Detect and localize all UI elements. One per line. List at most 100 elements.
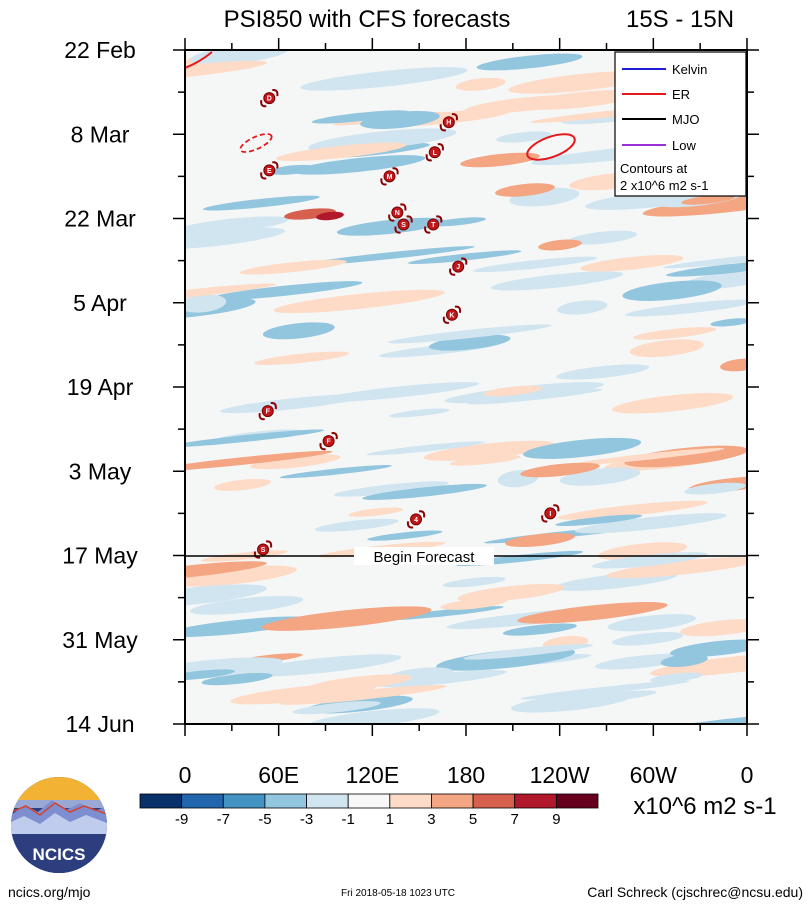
colorbar-tick-label: -1 (342, 811, 355, 828)
storm-marker: L (425, 143, 444, 162)
anomaly-patch (185, 565, 297, 587)
er-contour-negative (239, 133, 273, 153)
anomaly-patch (483, 385, 543, 397)
storm-marker: H (439, 113, 458, 132)
anomaly-patch (348, 507, 403, 517)
x-tick-label: 60E (258, 762, 299, 788)
anomaly-patch (455, 77, 506, 91)
storm-icon (322, 435, 335, 448)
storm-icon (391, 206, 404, 219)
er-contour-edge (185, 51, 213, 69)
anomaly-patch (307, 674, 412, 692)
anomaly-patch (556, 364, 650, 380)
anomaly-patch (239, 259, 347, 275)
anomaly-patch (496, 131, 552, 143)
y-tick-label: 3 May (69, 458, 132, 484)
anomaly-patch (574, 513, 727, 534)
anomaly-patch (366, 441, 486, 456)
anomaly-patch (442, 576, 506, 588)
y-tick-label: 14 Jun (65, 711, 134, 737)
anomaly-patch-strong (720, 358, 747, 372)
storm-marker: F (319, 432, 338, 451)
colorbar-swatch (389, 793, 432, 809)
storm-icon (428, 146, 441, 159)
anomaly-patch-strong (460, 152, 540, 168)
anomaly-patch (213, 478, 271, 491)
anomaly-patch (633, 327, 717, 340)
anomaly-patch (423, 440, 555, 461)
anomaly-patch (300, 67, 468, 91)
footer-author: Carl Schreck (cjschrec@ncsu.edu) (587, 884, 803, 900)
x-tick-label: 180 (447, 762, 485, 788)
anomaly-patch (254, 351, 350, 366)
colorbar-tick-label: -7 (217, 811, 230, 828)
anomaly-patch (430, 217, 486, 227)
storm-label: T (431, 222, 436, 229)
colorbar-units: x10^6 m2 s-1 (633, 793, 776, 820)
anomaly-patch (557, 300, 608, 315)
anomaly-patch (261, 606, 432, 631)
anomaly-patch (650, 653, 747, 677)
anomaly-patch (314, 518, 399, 532)
storm-marker: F (258, 401, 277, 421)
anomaly-patch (185, 584, 268, 608)
anomaly-patch (611, 632, 684, 646)
anomaly-patch (185, 657, 283, 682)
colorbar-swatch (264, 793, 307, 809)
forecast-label-bg (354, 547, 494, 565)
storm-icon (410, 513, 423, 526)
anomaly-patch (185, 60, 268, 82)
storm-label: J (456, 264, 460, 271)
storm-icon (427, 218, 440, 231)
anomaly-patch-strong (316, 211, 344, 221)
colorbar-tick-label: 1 (386, 811, 394, 828)
anomaly-patch (219, 394, 367, 414)
storm-marker: D (260, 89, 279, 108)
anomaly-patch (710, 318, 747, 327)
storm-tail-bottom (260, 172, 267, 180)
colorbar-swatch (555, 793, 599, 809)
logo-text: NCICS (33, 845, 86, 864)
anomaly-patch (520, 89, 641, 110)
storm-tail-top (436, 215, 443, 223)
logo-sky-band (11, 800, 107, 808)
anomaly-patch (185, 283, 276, 303)
storm-label: F (266, 409, 271, 416)
storm-marker: S (394, 215, 413, 234)
colorbar-swatch (514, 793, 557, 809)
anomaly-patch (642, 193, 747, 217)
footer-site: ncics.org/mjo (8, 884, 91, 900)
anomaly-patch-strong (505, 533, 575, 547)
colorbar-swatch (181, 793, 224, 809)
storm-tail-top (461, 257, 468, 265)
storm-label: H (446, 120, 451, 127)
x-tick-label: 120E (345, 762, 399, 788)
storm-icon (442, 116, 455, 129)
anomaly-patch (594, 653, 692, 670)
colorbar-swatch (139, 793, 183, 809)
storm-icon (261, 405, 274, 418)
x-axis-labels: 0 60E 120E 180 120W 60W 0 (179, 762, 754, 788)
storm-marker: I (541, 504, 560, 523)
anomaly-patch (510, 692, 632, 713)
anomaly-patch-strong (360, 111, 440, 129)
colorbar-tick-label: -9 (175, 811, 188, 828)
x-tick-label: 0 (179, 762, 192, 788)
storm-label: I (549, 511, 551, 518)
anomaly-patch (666, 260, 747, 277)
anomaly-patch (440, 597, 507, 610)
anomaly-patch (336, 217, 446, 236)
anomaly-patch (449, 455, 521, 466)
logo-ridge-line (11, 802, 107, 816)
forecast-label: Begin Forecast (374, 549, 476, 566)
anomaly-patch (185, 669, 235, 681)
anomaly-patch (523, 437, 642, 459)
legend-label-mjo: MJO (672, 112, 699, 127)
anomaly-patch (333, 481, 449, 497)
storm-label: E (267, 168, 272, 175)
footer-timestamp: Fri 2018-05-18 1023 UTC (341, 888, 455, 899)
anomaly-patch (517, 602, 668, 624)
anomaly-patch (568, 230, 637, 245)
storm-tail-top (454, 305, 462, 313)
